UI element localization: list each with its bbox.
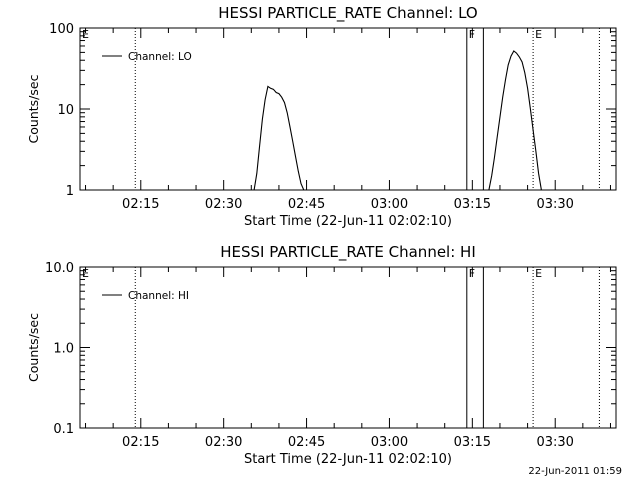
x-tick-label: 03:00 [371, 435, 408, 450]
chart-title: HESSI PARTICLE_RATE Channel: HI [220, 243, 476, 262]
x-tick-label: 03:15 [454, 197, 491, 212]
y-axis-label: Counts/sec [26, 313, 41, 382]
y-tick-label: 1.0 [53, 342, 74, 357]
event-marker-label: E [82, 267, 89, 280]
series-line [253, 85, 305, 191]
x-tick-label: 03:30 [536, 435, 573, 450]
y-tick-label: 1 [66, 184, 74, 199]
chart-title: HESSI PARTICLE_RATE Channel: LO [218, 4, 477, 23]
x-tick-label: 02:45 [288, 435, 325, 450]
x-tick-label: 03:30 [536, 197, 573, 212]
x-tick-label: 02:15 [122, 197, 159, 212]
x-tick-label: 02:45 [288, 197, 325, 212]
y-tick-label: 0.1 [53, 422, 74, 437]
chart-panel-2: HESSI PARTICLE_RATE Channel: HI 0.1 1.0 10.… [26, 243, 617, 467]
y-axis-label: Counts/sec [26, 74, 41, 143]
series-line [488, 50, 542, 191]
y-tick-label: 100 [49, 22, 74, 37]
y-tick-label: 10.0 [45, 261, 74, 276]
x-tick-label: 03:00 [371, 197, 408, 212]
x-axis-label: Start Time (22-Jun-11 02:02:10) [244, 452, 452, 467]
legend-label: Channel: HI [128, 290, 189, 302]
event-marker-label: E [82, 28, 89, 41]
legend-label: Channel: LO [128, 51, 192, 63]
x-tick-label: 03:15 [454, 435, 491, 450]
x-tick-label: 02:30 [205, 197, 242, 212]
chart-panel-1: HESSI PARTICLE_RATE Channel: LO 1 10 100 02:… [26, 4, 617, 229]
x-axis-label: Start Time (22-Jun-11 02:02:10) [244, 214, 452, 229]
event-marker-label: E [535, 267, 542, 280]
x-tick-label: 02:30 [205, 435, 242, 450]
footer-timestamp: 22-Jun-2011 01:59 [528, 466, 622, 477]
y-tick-label: 10 [57, 103, 74, 118]
event-marker-label: F [469, 28, 475, 41]
event-marker-label: F [469, 267, 475, 280]
x-tick-label: 02:15 [122, 435, 159, 450]
event-marker-label: E [535, 28, 542, 41]
